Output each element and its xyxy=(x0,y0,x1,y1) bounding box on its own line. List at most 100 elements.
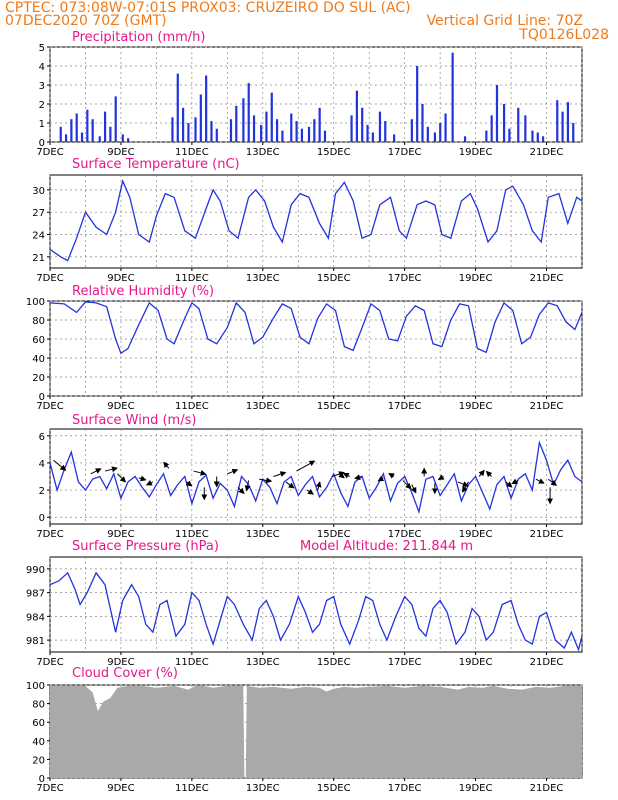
x-tick-label: 13DEC xyxy=(246,401,280,412)
wind-arrow xyxy=(237,487,245,495)
y-tick-label: 30 xyxy=(32,186,45,197)
x-tick-label: 15DEC xyxy=(317,401,351,412)
precip-bar xyxy=(433,132,437,142)
wind-arrow xyxy=(548,478,558,486)
precip-bar xyxy=(371,132,374,142)
y-tick-label: 981 xyxy=(26,636,45,647)
precip-bar xyxy=(103,111,107,142)
precip-bar xyxy=(182,107,185,142)
precip-bar xyxy=(300,128,304,142)
panel-title: Cloud Cover (%) xyxy=(72,666,178,681)
x-tick-label: 9DEC xyxy=(107,273,134,284)
precip-bar xyxy=(270,92,273,142)
precip-bar xyxy=(64,134,68,142)
panel-title: Surface Temperature (nC) xyxy=(72,157,240,172)
wind-arrow xyxy=(388,472,395,479)
x-tick-label: 13DEC xyxy=(246,783,280,794)
precip-bar xyxy=(229,119,233,142)
y-tick-label: 60 xyxy=(32,718,45,729)
precip-bar xyxy=(561,111,564,142)
precip-bar xyxy=(121,134,124,142)
precip-bar xyxy=(247,83,250,142)
x-tick-label: 17DEC xyxy=(388,529,422,540)
precip-bar xyxy=(556,100,559,142)
x-tick-label: 13DEC xyxy=(246,273,280,284)
x-tick-label: 21DEC xyxy=(530,529,564,540)
x-tick-label: 13DEC xyxy=(246,529,280,540)
y-tick-label: 21 xyxy=(32,253,45,264)
x-tick-label: 9DEC xyxy=(107,147,134,158)
precip-bar xyxy=(75,113,78,142)
x-tick-label: 11DEC xyxy=(175,529,209,540)
precip-bar xyxy=(566,102,570,142)
panel-title: Surface Pressure (hPa) xyxy=(72,539,219,554)
x-tick-label: 19DEC xyxy=(459,529,493,540)
x-tick-label: 21DEC xyxy=(530,273,564,284)
panel-3: 0 2 4 6 7DEC 9DEC 11DEC 13DEC 15DEC 17DEC 19DEC 21D… xyxy=(36,413,583,540)
y-tick-label: 60 xyxy=(32,335,45,346)
wind-arrow xyxy=(535,478,545,484)
precip-bar xyxy=(426,126,429,142)
precip-bar xyxy=(242,98,245,142)
precip-bar xyxy=(508,128,511,142)
x-tick-label: 21DEC xyxy=(530,147,564,158)
panel-frame xyxy=(49,428,583,525)
y-tick-label: 27 xyxy=(32,208,45,219)
precip-bar xyxy=(86,109,89,142)
precip-bar xyxy=(485,130,488,142)
wind-arrow xyxy=(410,484,417,494)
panel-5: 0 20 40 60 80 100 7DEC 9DEC 11DEC 13DEC 15DEC 17DEC… xyxy=(26,666,583,794)
wind-arrow xyxy=(315,481,322,491)
precip-bar xyxy=(194,117,197,142)
y-tick-label: 40 xyxy=(32,737,45,748)
panel-frame xyxy=(49,174,583,269)
precip-bar xyxy=(313,119,316,142)
x-tick-label: 7DEC xyxy=(36,529,63,540)
x-tick-label: 11DEC xyxy=(175,401,209,412)
x-tick-label: 9DEC xyxy=(107,657,134,668)
x-tick-label: 9DEC xyxy=(107,529,134,540)
precip-bar xyxy=(215,128,218,142)
wind-arrow xyxy=(354,474,363,481)
panel-2: 0 20 40 60 80 100 7DEC 9DEC 11DEC 13DEC 15DEC 17DEC… xyxy=(26,284,583,412)
x-tick-label: 19DEC xyxy=(459,147,493,158)
x-tick-label: 17DEC xyxy=(388,401,422,412)
precip-bar xyxy=(541,136,545,142)
x-tick-label: 11DEC xyxy=(175,783,209,794)
x-tick-label: 19DEC xyxy=(459,273,493,284)
wind-arrow xyxy=(193,469,207,476)
precip-bar xyxy=(439,123,442,142)
wind-arrow xyxy=(511,478,519,485)
wind-arrow xyxy=(461,481,469,493)
wind-arrow xyxy=(342,473,350,479)
precip-bar xyxy=(171,117,174,142)
precip-bar xyxy=(127,138,130,142)
precip-bar xyxy=(290,113,293,142)
wind-arrow xyxy=(285,481,295,489)
x-tick-label: 11DEC xyxy=(175,147,209,158)
panel-title: Relative Humidity (%) xyxy=(72,284,214,299)
precip-bar xyxy=(176,73,179,142)
y-tick-label: 1 xyxy=(39,119,45,130)
precip-bar xyxy=(265,111,268,142)
precip-bar xyxy=(536,132,539,142)
wind-arrow xyxy=(138,475,147,482)
wind-arrow xyxy=(185,480,193,487)
x-tick-label: 17DEC xyxy=(388,657,422,668)
precip-bar xyxy=(572,123,575,142)
precip-bar xyxy=(91,119,94,142)
wind-arrow xyxy=(377,475,385,482)
wind-arrow xyxy=(273,471,287,477)
precip-bar xyxy=(205,75,208,142)
precip-bar xyxy=(260,124,263,142)
cloud-area xyxy=(50,685,582,778)
header-location: CPTEC: 073:08W-07:01S PROX03: CRUZEIRO D… xyxy=(5,0,411,16)
wind-arrow xyxy=(505,481,513,488)
precip-bar xyxy=(318,107,321,142)
header-grid-line: Vertical Grid Line: 70Z xyxy=(426,13,583,29)
x-tick-label: 17DEC xyxy=(388,273,422,284)
precip-bar xyxy=(59,126,62,142)
precip-bar xyxy=(350,115,353,142)
y-tick-label: 0 xyxy=(39,138,45,149)
precip-bar xyxy=(210,121,213,142)
